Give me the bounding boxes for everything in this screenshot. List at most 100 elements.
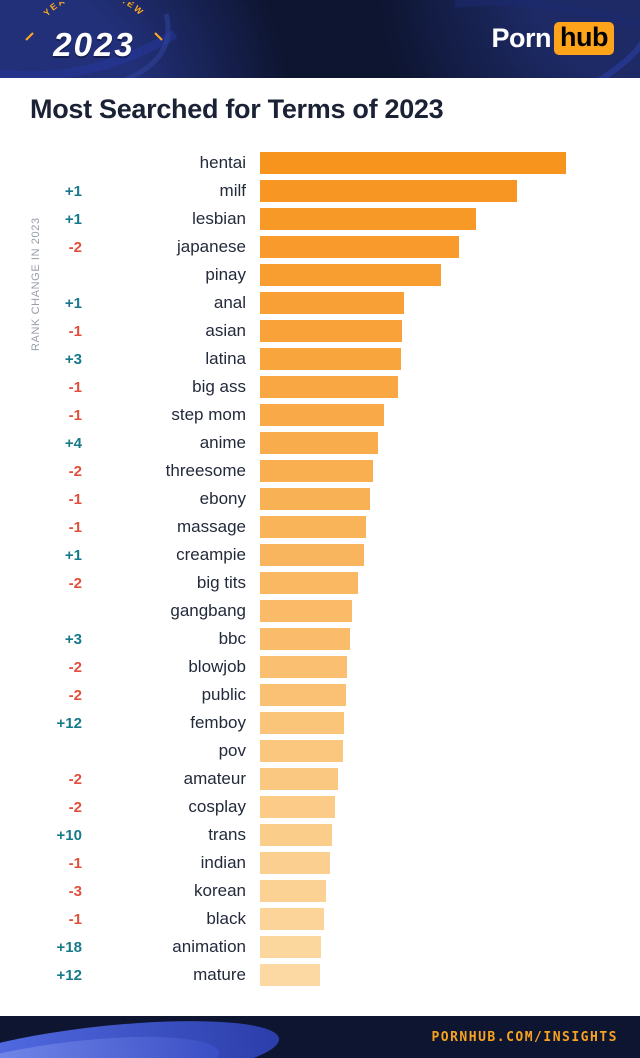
bar-track (260, 684, 640, 706)
year-2023-logo: 2023 (53, 26, 135, 63)
search-volume-bar (260, 432, 378, 454)
chart-row: gangbang (0, 597, 640, 625)
bar-track (260, 712, 640, 734)
rank-change-label: +3 (64, 350, 82, 368)
rank-change-label: +10 (56, 826, 82, 844)
search-volume-bar (260, 600, 352, 622)
bar-track (260, 404, 640, 426)
footer: PORNHUB.COM/INSIGHTS (0, 1016, 640, 1058)
bar-track (260, 516, 640, 538)
search-volume-bar (260, 880, 326, 902)
term-label: anime (199, 433, 246, 452)
bar-track (260, 852, 640, 874)
search-volume-bar (260, 152, 566, 174)
chart-row: -1 step mom (0, 401, 640, 429)
bar-track (260, 796, 640, 818)
search-volume-bar (260, 236, 459, 258)
term-label: pinay (205, 265, 246, 284)
rank-change-label: +4 (64, 434, 82, 452)
rank-change-label: -3 (68, 882, 82, 900)
bar-chart: RANK CHANGE IN 2023 hentai +1 milf +1 lesbia… (0, 149, 640, 989)
bar-track (260, 936, 640, 958)
svg-text:YEAR IN REVIEW: YEAR IN REVIEW (41, 2, 146, 18)
search-volume-bar (260, 180, 518, 202)
chart-row: -1 massage (0, 513, 640, 541)
rank-change-label: -2 (68, 686, 82, 704)
footer-url: PORNHUB.COM/INSIGHTS (431, 1029, 618, 1045)
bar-track (260, 376, 640, 398)
chart-row: -2 public (0, 681, 640, 709)
bar-track (260, 572, 640, 594)
chart-row: pov (0, 737, 640, 765)
term-label: lesbian (192, 209, 246, 228)
chart-row: -2 japanese (0, 233, 640, 261)
header-decorative-swirls (0, 0, 640, 78)
pornhub-logo-hub: hub (554, 22, 614, 55)
search-volume-bar (260, 964, 320, 986)
term-label: animation (172, 937, 246, 956)
search-volume-bar (260, 320, 403, 342)
bar-track (260, 600, 640, 622)
term-label: blowjob (188, 657, 246, 676)
chart-rows: hentai +1 milf +1 lesbian -2 japanese pinay +1 an… (0, 149, 640, 989)
search-volume-bar (260, 264, 441, 286)
year-in-review-badge: YEAR IN REVIEW 2023 (14, 2, 174, 76)
bar-track (260, 656, 640, 678)
bar-track (260, 236, 640, 258)
term-label: amateur (183, 769, 246, 788)
search-volume-bar (260, 208, 476, 230)
term-label: milf (219, 181, 246, 200)
chart-row: +12 femboy (0, 709, 640, 737)
year-in-review-arc-text: YEAR IN REVIEW (25, 2, 163, 41)
arc-text: YEAR IN REVIEW (41, 2, 144, 18)
chart-row: +4 anime (0, 429, 640, 457)
chart-row: +3 latina (0, 345, 640, 373)
term-label: massage (177, 517, 246, 536)
search-volume-bar (260, 768, 339, 790)
rank-change-label: +12 (56, 714, 82, 732)
term-label: step mom (171, 405, 246, 424)
bar-track (260, 908, 640, 930)
search-volume-bar (260, 348, 401, 370)
rank-change-label: -2 (68, 238, 82, 256)
rank-change-label: -1 (68, 490, 82, 508)
search-volume-bar (260, 712, 345, 734)
chart-row: hentai (0, 149, 640, 177)
chart-row: -2 big tits (0, 569, 640, 597)
term-label: big ass (192, 377, 246, 396)
term-label: japanese (176, 237, 246, 256)
chart-row: -2 cosplay (0, 793, 640, 821)
rank-change-label: -1 (68, 406, 82, 424)
chart-row: +18 animation (0, 933, 640, 961)
search-volume-bar (260, 292, 404, 314)
chart-row: -1 indian (0, 849, 640, 877)
term-label: bbc (218, 629, 246, 648)
content: Most Searched for Terms of 2023 RANK CHA… (0, 78, 640, 1016)
bar-track (260, 152, 640, 174)
search-volume-bar (260, 908, 325, 930)
bar-track (260, 348, 640, 370)
search-volume-bar (260, 516, 366, 538)
rank-change-label: +1 (64, 210, 82, 228)
rank-change-label: +18 (56, 938, 82, 956)
chart-row: +1 lesbian (0, 205, 640, 233)
bar-track (260, 180, 640, 202)
rank-change-label: -1 (68, 854, 82, 872)
pornhub-logo-porn: Porn (491, 22, 552, 53)
rank-change-label: -2 (68, 574, 82, 592)
rank-change-label: -2 (68, 798, 82, 816)
rank-change-label: +3 (64, 630, 82, 648)
rank-change-label: +1 (64, 294, 82, 312)
bar-track (260, 460, 640, 482)
chart-row: -1 ebony (0, 485, 640, 513)
rank-change-label: +1 (64, 546, 82, 564)
term-label: anal (213, 293, 246, 312)
bar-track (260, 824, 640, 846)
chart-row: -1 asian (0, 317, 640, 345)
term-label: trans (208, 825, 246, 844)
term-label: hentai (199, 153, 246, 172)
rank-change-label: +12 (56, 966, 82, 984)
chart-row: -1 black (0, 905, 640, 933)
rank-change-label: -1 (68, 518, 82, 536)
